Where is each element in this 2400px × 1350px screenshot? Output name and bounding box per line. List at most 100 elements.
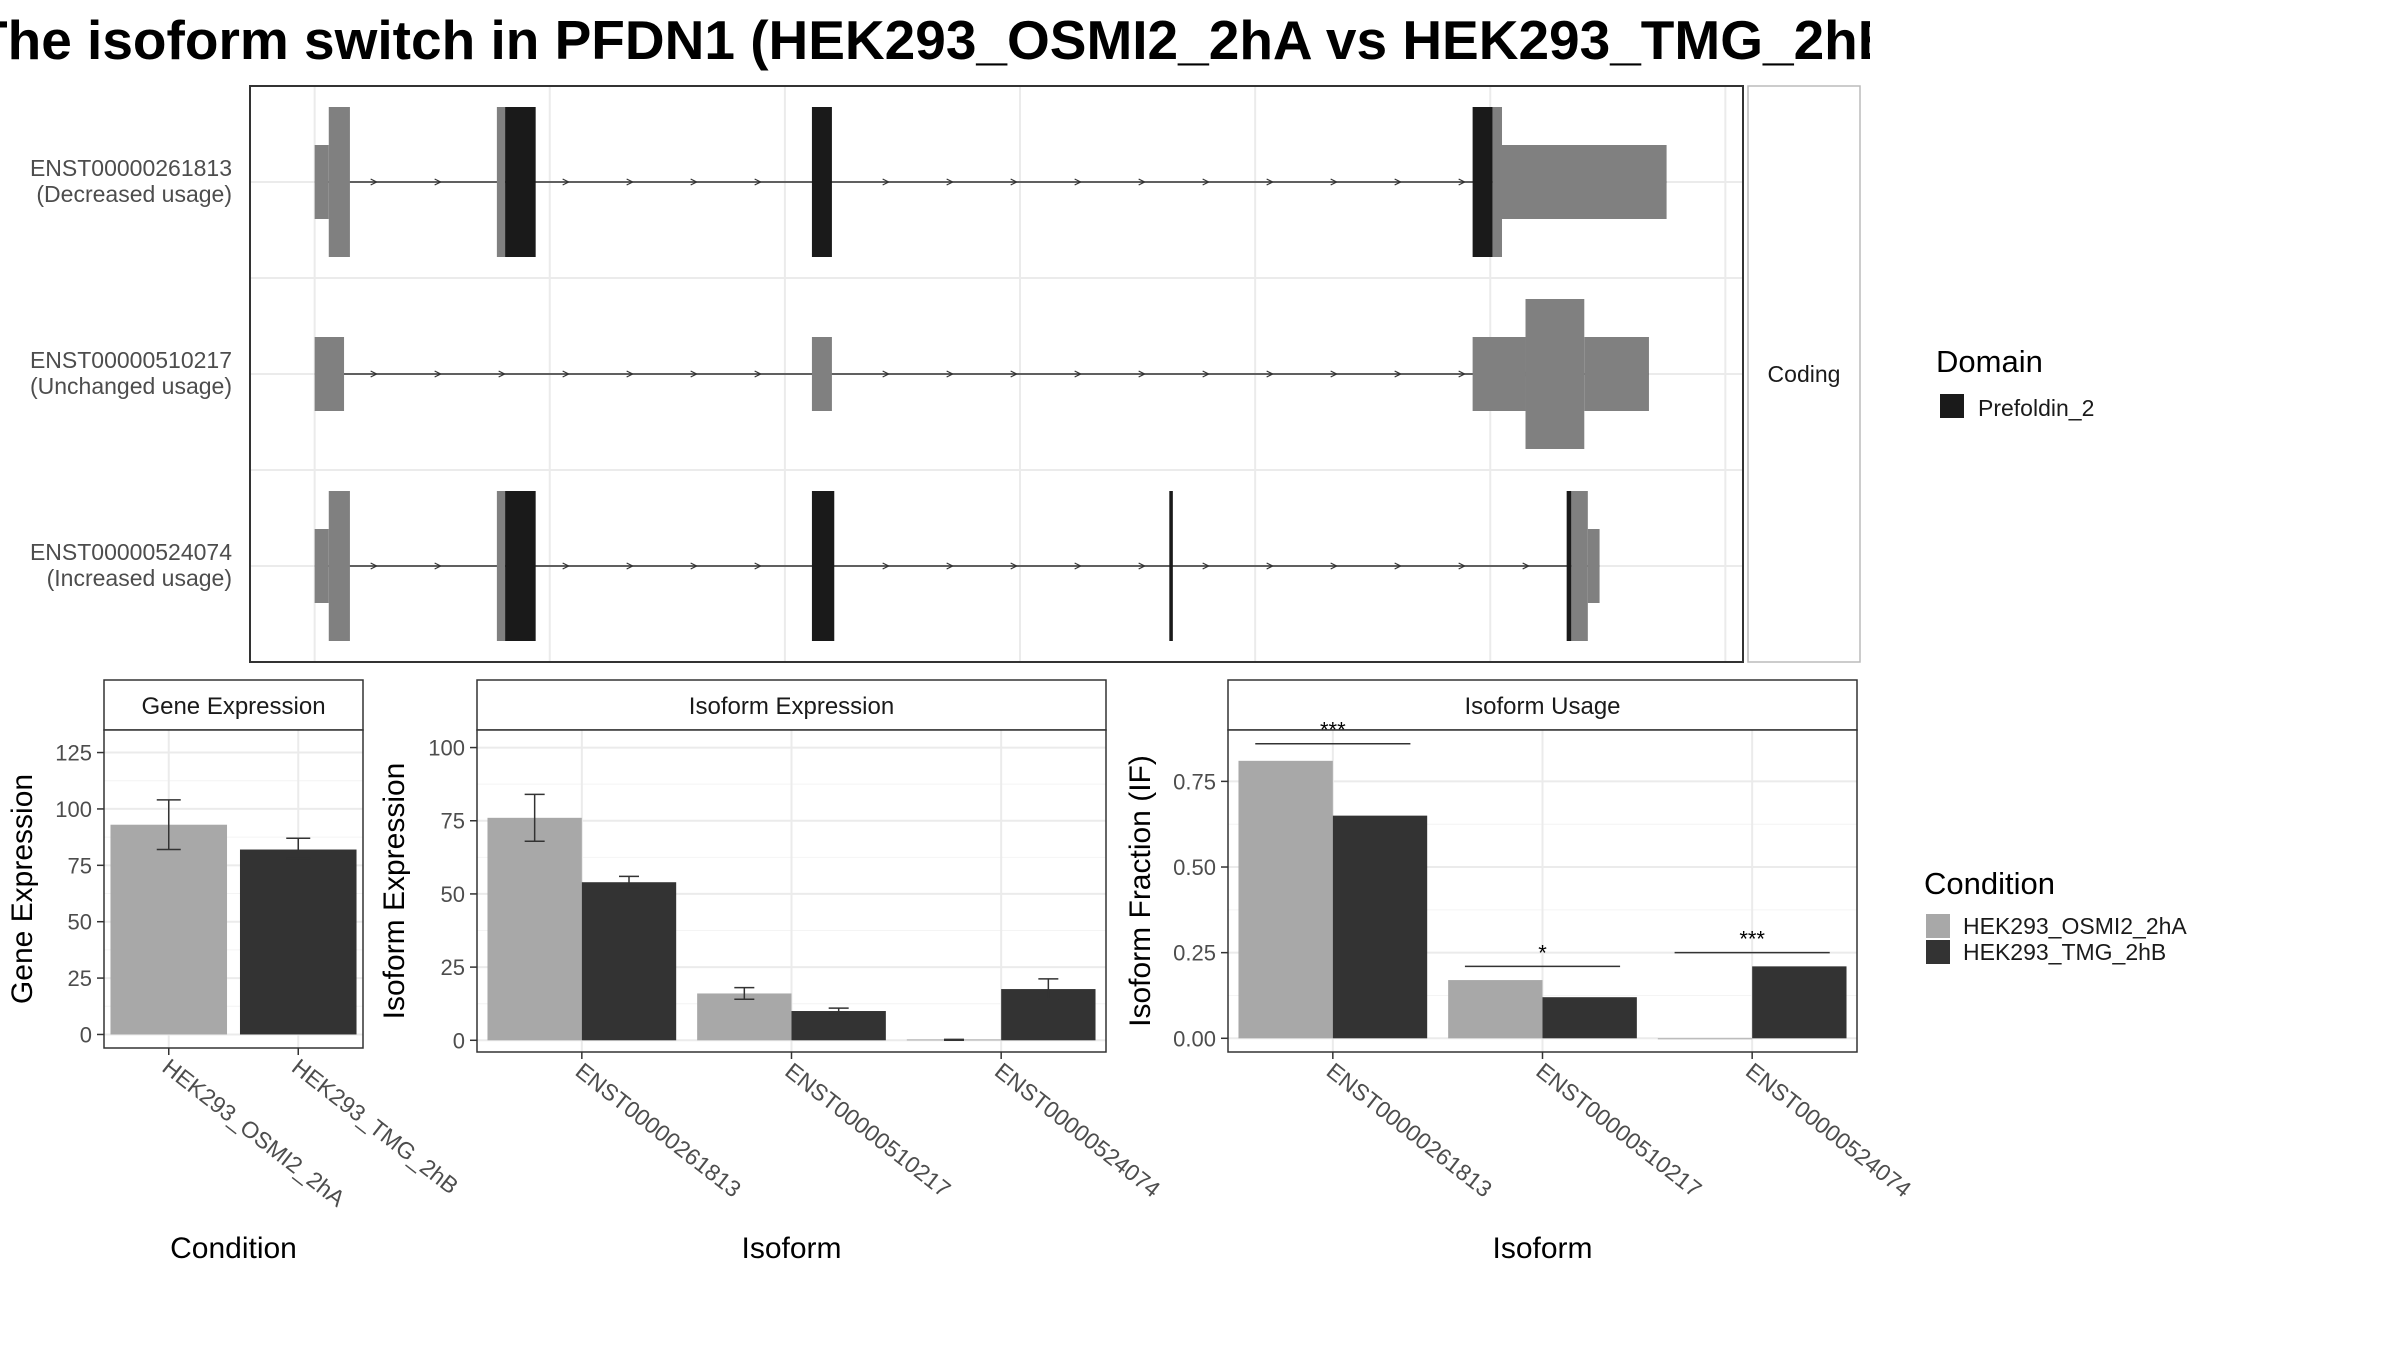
domain-block [811,107,832,257]
bar [791,1011,886,1041]
intron-direction-arrow [1138,562,1147,570]
intron-direction-arrow [882,178,890,186]
x-tick-label: ENST00000524074 [1741,1057,1916,1202]
y-tick-label: 0.75 [1173,769,1216,794]
isoform-label-id: ENST00000261813 [30,155,232,181]
y-tick-label: 0 [80,1022,92,1047]
y-axis-title: Isoform Fraction (IF) [1124,755,1157,1027]
intron-direction-arrow [690,178,698,186]
intron-direction-arrow [370,562,378,570]
significance-label: * [1538,940,1547,965]
x-tick-label: ENST00000261813 [1322,1057,1497,1202]
intron-direction-arrow [882,562,890,570]
isoform-usage-panel: Isoform Usage*******0.000.250.500.75ENST… [1124,679,1916,1265]
bar [1448,980,1543,1039]
exon-block [496,107,506,257]
bar [110,824,228,1035]
condition-legend-swatch [1926,940,1950,964]
intron-direction-arrow [1394,562,1403,570]
intron-direction-arrow [562,562,570,570]
y-tick-label: 75 [68,853,92,878]
bar [1657,1038,1753,1040]
intron-direction-arrow [1202,178,1211,186]
intron-direction-arrow [946,562,954,570]
intron-direction-arrow [1330,370,1339,378]
bar [487,817,582,1041]
bar [1542,997,1637,1039]
intron-direction-arrow [946,370,954,378]
y-tick-label: 25 [441,955,465,980]
domain-block [1566,491,1572,641]
intron-direction-arrow [498,370,506,378]
isoform-label-usage: (Unchanged usage) [30,373,232,399]
bar [697,993,792,1041]
panel-strip [103,679,364,731]
structure-panel-border [249,85,1744,663]
isoform-label-usage: (Decreased usage) [36,181,232,207]
intron-direction-arrow [1202,370,1211,378]
intron-direction-arrow [562,178,570,186]
x-tick-label: ENST00000510217 [780,1057,955,1202]
bar [1332,815,1428,1039]
domain-block [505,107,536,257]
condition-legend-swatch [1926,914,1950,938]
intron-direction-arrow [1074,370,1083,378]
intron-direction-arrow [1458,562,1467,570]
y-tick-label: 0.25 [1173,941,1216,966]
panel-strip-label: Isoform Expression [689,693,894,720]
intron-direction-arrow [690,562,698,570]
intron-direction-arrow [1330,178,1339,186]
exon-block [1502,145,1667,219]
bar [1238,760,1333,1039]
exon-block [1587,529,1600,603]
intron-direction-arrow [1266,178,1275,186]
condition-legend-label: HEK293_TMG_2hB [1963,939,2166,965]
significance-label: *** [1739,927,1765,952]
chart-title: The isoform switch in PFDN1 (HEK293_OSMI… [0,8,1870,78]
domain-block [811,491,835,641]
intron-direction-arrow [1458,178,1467,186]
intron-direction-arrow [1522,562,1531,570]
y-axis-title: Gene Expression [6,774,39,1004]
intron-direction-arrow [1010,562,1019,570]
intron-direction-arrow [946,178,954,186]
exon-block [314,337,345,411]
intron-direction-arrow [626,370,634,378]
y-tick-label: 50 [68,910,92,935]
y-tick-label: 100 [55,797,92,822]
facet-strip-label: Coding [1768,361,1841,387]
condition-legend-label: HEK293_OSMI2_2hA [1963,913,2187,939]
bar [239,849,357,1035]
isoform-expression-panel: Isoform Expression 0 25 50 75 100 ENST00000261… [378,679,1165,1265]
intron-direction-arrow [562,370,570,378]
intron-direction-arrow [1074,178,1083,186]
y-tick-label: 25 [68,966,92,991]
panel-border [103,729,364,1049]
intron-direction-arrow [434,562,442,570]
y-tick-label: 0 [453,1028,465,1053]
domain-legend-title: Domain [1936,344,2043,379]
exon-block [1571,491,1588,641]
domain-legend-label: Prefoldin_2 [1978,395,2094,421]
x-tick-label: ENST00000524074 [990,1057,1165,1202]
gene-structure-panel: ENST00000261813(Decreased usage) ENST0000… [30,85,1861,663]
intron-direction-arrow [1138,178,1147,186]
exon-block [1525,299,1585,449]
intron-direction-arrow [1458,370,1467,378]
panel-strip [476,679,1107,731]
y-tick-label: 100 [428,736,465,761]
intron-direction-arrow [1394,178,1403,186]
domain-block [505,491,536,641]
intron-direction-arrow [754,562,762,570]
y-tick-label: 0.00 [1173,1026,1216,1051]
facet-strip [1747,85,1861,663]
exon-block [1472,337,1526,411]
domain-block [1472,107,1493,257]
x-axis-title: Isoform [1492,1232,1592,1265]
intron-direction-arrow [1074,562,1083,570]
isoform-label-usage: (Increased usage) [47,565,232,591]
chart-title-text: The isoform switch in PFDN1 (HEK293_OSMI… [0,9,1870,71]
y-tick-label: 0.50 [1173,855,1216,880]
condition-legend-title: Condition [1924,866,2055,901]
